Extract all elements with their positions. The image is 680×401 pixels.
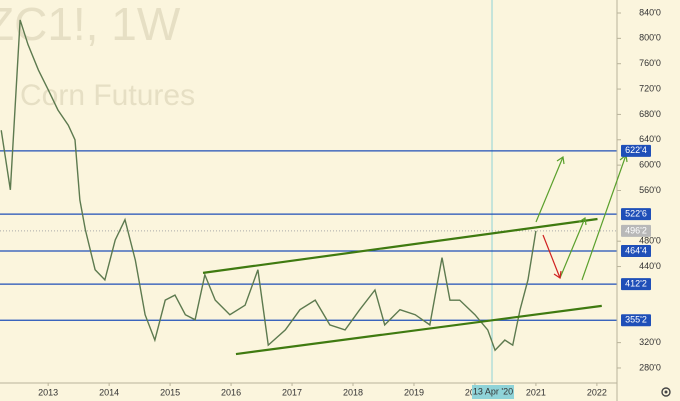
arrow-head <box>553 270 562 280</box>
y-tick-label: 640'0 <box>639 134 661 144</box>
x-tick-label: 2022 <box>587 387 607 397</box>
price-badge-label: 496'2 <box>625 225 647 235</box>
price-badge-label: 522'6 <box>625 208 647 218</box>
x-tick-label: 2016 <box>221 387 241 397</box>
y-tick-label: 760'0 <box>639 58 661 68</box>
y-tick-label: 600'0 <box>639 160 661 170</box>
price-badge <box>621 224 651 237</box>
y-tick-label: 280'0 <box>639 362 661 372</box>
crosshair-label: 13 Apr '20 <box>473 386 513 396</box>
crosshair-badge <box>472 385 515 399</box>
price-line <box>0 19 537 352</box>
chart-title: ZC1!, 1W <box>0 0 181 50</box>
y-tick-label: 800'0 <box>639 33 661 43</box>
annotations <box>535 153 628 281</box>
y-tick-label: 560'0 <box>639 185 661 195</box>
x-tick-label: 2014 <box>99 387 119 397</box>
arrow <box>535 156 564 223</box>
y-tick-label: 320'0 <box>639 337 661 347</box>
trendline <box>235 304 602 356</box>
y-tick-label: 840'0 <box>639 7 661 17</box>
plot <box>0 0 617 383</box>
arrow <box>559 217 586 279</box>
price-badge-label: 464'4 <box>625 245 647 255</box>
price-badge-label: 355'2 <box>625 315 647 325</box>
x-tick-label: 2019 <box>404 387 424 397</box>
x-tick-label: 2015 <box>160 387 180 397</box>
price-badge-label: 412'2 <box>625 279 647 289</box>
x-tick-label: 2013 <box>38 387 58 397</box>
price-badge <box>621 208 651 221</box>
arrow-head <box>556 155 565 165</box>
y-tick-label: 680'0 <box>639 109 661 119</box>
arrow <box>542 234 561 279</box>
trendline <box>202 217 598 274</box>
y-tick-label: 720'0 <box>639 83 661 93</box>
chart-subtitle: Corn Futures <box>20 79 195 112</box>
y-tick-label: 440'0 <box>639 261 661 271</box>
price-badge <box>621 314 651 327</box>
arrow-head <box>578 216 587 226</box>
price-badge-label: 622'4 <box>625 145 647 155</box>
x-tick-label: 2018 <box>343 387 363 397</box>
arrow <box>581 154 627 281</box>
settings-icon[interactable] <box>661 387 671 397</box>
x-tick-label: 2017 <box>282 387 302 397</box>
x-tick-label: 2021 <box>526 387 546 397</box>
price-badge <box>621 144 651 157</box>
price-badge <box>621 245 651 258</box>
y-tick-label: 480'0 <box>639 236 661 246</box>
price-badge <box>621 278 651 291</box>
